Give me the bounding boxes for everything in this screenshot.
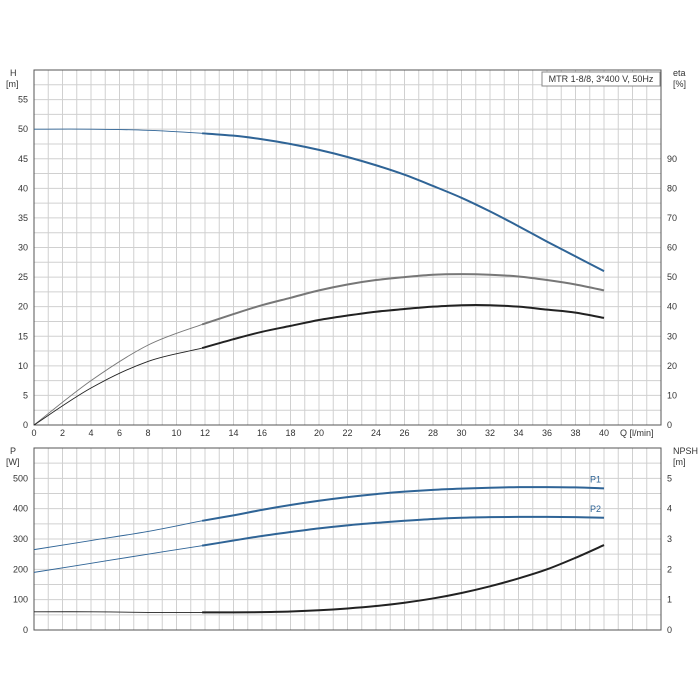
x-tick-label: 14 — [228, 428, 238, 438]
x-tick-label: 32 — [485, 428, 495, 438]
y-tick-label-left: 25 — [18, 272, 28, 282]
series-line-operating-0-0 — [202, 132, 605, 273]
x-tick-label: 8 — [145, 428, 150, 438]
x-tick-label: 16 — [257, 428, 267, 438]
y-tick-label-right: 1 — [667, 595, 672, 605]
y-tick-label-right: 0 — [667, 420, 672, 430]
y-tick-label-right: 90 — [667, 154, 677, 164]
x-tick-label: 24 — [371, 428, 381, 438]
series-line-operating-1-0 — [201, 486, 605, 522]
y-tick-label-left: 200 — [13, 564, 28, 574]
x-tick-label: 34 — [513, 428, 523, 438]
y-axis-title-right: NPSH — [673, 446, 698, 456]
plot-frame — [33, 447, 662, 631]
y-tick-label-right: 50 — [667, 272, 677, 282]
y-tick-label-right: 5 — [667, 473, 672, 483]
y-tick-label-left: 40 — [18, 183, 28, 193]
x-axis-title: Q [l/min] — [620, 428, 654, 438]
x-tick-label: 40 — [599, 428, 609, 438]
y-tick-label-left: 500 — [13, 473, 28, 483]
y-tick-label-left: 10 — [18, 361, 28, 371]
y-tick-label-left: 5 — [23, 390, 28, 400]
x-tick-label: 22 — [342, 428, 352, 438]
x-tick-label: 12 — [200, 428, 210, 438]
series-line-operating-0-1 — [201, 273, 605, 326]
x-tick-label: 30 — [456, 428, 466, 438]
y-tick-label-left: 400 — [13, 504, 28, 514]
y-axis-title-left: H — [10, 68, 17, 78]
y-tick-label-right: 60 — [667, 243, 677, 253]
y-tick-label-left: 15 — [18, 331, 28, 341]
y-tick-label-left: 300 — [13, 534, 28, 544]
y-tick-label-right: 40 — [667, 302, 677, 312]
legend-label: MTR 1-8/8, 3*400 V, 50Hz — [549, 74, 654, 84]
y-tick-label-left: 45 — [18, 154, 28, 164]
y-tick-label-right: 3 — [667, 534, 672, 544]
y-tick-label-left: 55 — [18, 95, 28, 105]
y-tick-label-left: 20 — [18, 302, 28, 312]
y-tick-label-left: 35 — [18, 213, 28, 223]
x-tick-label: 20 — [314, 428, 324, 438]
series-label: P2 — [590, 504, 601, 514]
legend-box — [541, 71, 661, 87]
series-line-operating-1-1 — [201, 515, 605, 547]
y-axis-unit-left: [m] — [6, 79, 19, 89]
x-tick-label: 26 — [399, 428, 409, 438]
y-tick-label-right: 4 — [667, 504, 672, 514]
y-tick-label-right: 30 — [667, 331, 677, 341]
x-tick-label: 4 — [88, 428, 93, 438]
y-axis-title-left: P — [10, 446, 16, 456]
y-tick-label-left: 30 — [18, 243, 28, 253]
series-line-operating-0-2 — [201, 304, 605, 350]
y-axis-unit-left: [W] — [6, 457, 20, 467]
y-tick-label-right: 20 — [667, 361, 677, 371]
y-axis-unit-right: [m] — [673, 457, 686, 467]
y-axis-title-right: eta — [673, 68, 686, 78]
x-tick-label: 28 — [428, 428, 438, 438]
plot-frame — [33, 69, 662, 426]
x-tick-label: 36 — [542, 428, 552, 438]
series-label: P1 — [590, 474, 601, 484]
y-tick-label-right: 2 — [667, 564, 672, 574]
y-tick-label-right: 70 — [667, 213, 677, 223]
x-tick-label: 10 — [171, 428, 181, 438]
x-tick-label: 6 — [117, 428, 122, 438]
y-tick-label-left: 50 — [18, 124, 28, 134]
series-line-operating-1-2 — [202, 544, 605, 614]
y-tick-label-right: 10 — [667, 390, 677, 400]
x-tick-label: 2 — [60, 428, 65, 438]
y-tick-label-left: 0 — [23, 420, 28, 430]
y-tick-label-left: 0 — [23, 625, 28, 635]
y-axis-unit-right: [%] — [673, 79, 686, 89]
y-tick-label-left: 100 — [13, 595, 28, 605]
y-tick-label-right: 80 — [667, 183, 677, 193]
x-tick-label: 0 — [31, 428, 36, 438]
x-tick-label: 18 — [285, 428, 295, 438]
y-tick-label-right: 0 — [667, 625, 672, 635]
x-tick-label: 38 — [570, 428, 580, 438]
